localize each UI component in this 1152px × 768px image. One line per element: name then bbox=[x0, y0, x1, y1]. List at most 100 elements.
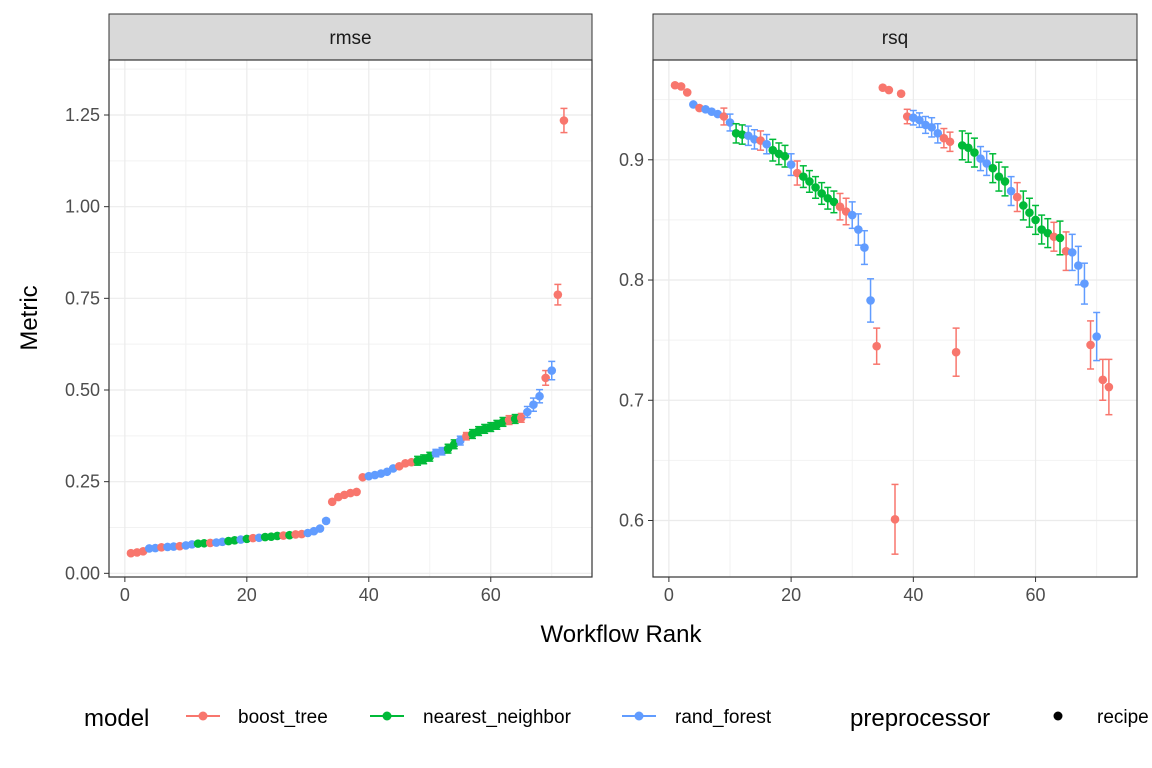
data-point-rand-forest bbox=[866, 296, 875, 305]
x-tick-label: 20 bbox=[781, 585, 801, 605]
data-point-nearest-neighbor bbox=[273, 531, 282, 541]
data-point-nearest-neighbor bbox=[964, 143, 973, 153]
data-point-boost-tree bbox=[352, 487, 361, 497]
data-point-nearest-neighbor bbox=[817, 189, 826, 198]
data-point-rand-forest bbox=[529, 400, 538, 409]
x-tick-label: 0 bbox=[120, 585, 130, 605]
y-tick-label: 1.25 bbox=[65, 105, 100, 125]
data-point-nearest-neighbor bbox=[970, 148, 979, 157]
strip-rmse bbox=[108, 13, 593, 61]
legend: model boost_tree nearest_neighbor rand_f… bbox=[84, 705, 1149, 732]
data-point-nearest-neighbor bbox=[988, 163, 998, 173]
plot-area-rsq: 0 20 40 60 0.6 0.7 0.8 0.9 bbox=[619, 59, 1138, 605]
y-tick-label: 0.25 bbox=[65, 472, 100, 492]
data-point-boost-tree bbox=[205, 538, 215, 548]
data-point-rand-forest bbox=[1067, 248, 1077, 257]
data-point-boost-tree bbox=[327, 497, 337, 507]
x-tick-label: 20 bbox=[237, 585, 257, 605]
data-point-nearest-neighbor bbox=[199, 538, 209, 548]
y-tick-label: 0.00 bbox=[65, 563, 100, 583]
legend-key-dot-boost-tree bbox=[198, 711, 208, 721]
data-point-boost-tree bbox=[884, 85, 894, 95]
strip-label-rsq: rsq bbox=[882, 28, 908, 49]
data-point-rand-forest bbox=[854, 225, 863, 234]
strip-label-rmse: rmse bbox=[329, 28, 371, 49]
data-point-rand-forest bbox=[1074, 261, 1083, 270]
data-point-nearest-neighbor bbox=[1055, 233, 1065, 243]
x-tick-label: 40 bbox=[359, 585, 379, 605]
data-point-boost-tree bbox=[1104, 382, 1114, 392]
y-tick-label: 0.50 bbox=[65, 380, 100, 400]
data-point-nearest-neighbor bbox=[829, 197, 839, 207]
data-point-boost-tree bbox=[279, 531, 288, 540]
data-point-boost-tree bbox=[516, 413, 526, 423]
data-point-rand-forest bbox=[927, 123, 936, 132]
strip-rsq bbox=[652, 13, 1138, 61]
legend-label-nearest-neighbor: nearest_neighbor bbox=[423, 707, 572, 728]
data-point-rand-forest bbox=[315, 524, 325, 533]
data-point-rand-forest bbox=[1006, 186, 1016, 196]
plot-area-rmse: 0 20 40 60 0.00 0.25 0.50 0.75 1.00 1.25 bbox=[65, 59, 593, 605]
data-point-boost-tree bbox=[541, 373, 550, 383]
x-tick-label: 40 bbox=[903, 585, 923, 605]
panel-border bbox=[108, 59, 593, 578]
data-point-nearest-neighbor bbox=[260, 532, 270, 542]
data-point-rand-forest bbox=[455, 436, 465, 445]
data-point-rand-forest bbox=[786, 160, 796, 169]
data-point-rand-forest bbox=[169, 542, 178, 551]
data-point-boost-tree bbox=[951, 347, 961, 357]
data-point-nearest-neighbor bbox=[443, 444, 453, 453]
data-point-nearest-neighbor bbox=[1000, 177, 1010, 186]
legend-title-preprocessor: preprocessor bbox=[850, 705, 990, 732]
y-tick-label: 1.00 bbox=[65, 197, 100, 217]
data-point-rand-forest bbox=[1080, 279, 1089, 288]
data-point-boost-tree bbox=[157, 543, 166, 552]
data-point-nearest-neighbor bbox=[994, 172, 1004, 181]
data-point-rand-forest bbox=[144, 544, 154, 553]
data-point-boost-tree bbox=[1012, 192, 1022, 202]
data-point-boost-tree bbox=[890, 514, 900, 524]
data-point-rand-forest bbox=[915, 115, 924, 125]
legend-key-dot-rand-forest bbox=[634, 711, 644, 721]
y-tick-label: 0.8 bbox=[619, 270, 644, 290]
data-point-boost-tree bbox=[682, 88, 692, 97]
y-tick-label: 0.75 bbox=[65, 288, 100, 308]
data-point-boost-tree bbox=[719, 112, 729, 121]
x-tick-label: 0 bbox=[664, 585, 674, 605]
data-point-nearest-neighbor bbox=[1019, 201, 1028, 210]
data-point-nearest-neighbor bbox=[780, 151, 790, 161]
data-point-rand-forest bbox=[860, 243, 869, 252]
data-point-boost-tree bbox=[248, 533, 258, 543]
legend-label-recipe: recipe bbox=[1097, 707, 1149, 728]
data-point-rand-forest bbox=[933, 129, 943, 138]
legend-key-dot-nearest-neighbor bbox=[382, 711, 392, 721]
data-point-nearest-neighbor bbox=[805, 177, 814, 186]
data-point-nearest-neighbor bbox=[1031, 215, 1040, 225]
data-point-rand-forest bbox=[725, 118, 735, 127]
data-point-rand-forest bbox=[1092, 332, 1101, 341]
data-point-nearest-neighbor bbox=[811, 183, 820, 192]
data-point-boost-tree bbox=[1098, 375, 1108, 385]
data-point-boost-tree bbox=[872, 341, 881, 351]
data-point-rand-forest bbox=[523, 407, 532, 417]
data-point-boost-tree bbox=[1086, 340, 1095, 350]
data-point-rand-forest bbox=[547, 366, 557, 375]
y-axis-title: Metric bbox=[16, 285, 43, 350]
data-point-boost-tree bbox=[676, 82, 686, 91]
x-axis-title: Workflow Rank bbox=[541, 621, 703, 648]
data-point-rand-forest bbox=[535, 391, 544, 401]
data-point-boost-tree bbox=[896, 89, 906, 98]
data-point-rand-forest bbox=[163, 542, 172, 552]
y-tick-label: 0.9 bbox=[619, 150, 644, 170]
y-tick-label: 0.6 bbox=[619, 510, 644, 530]
panel-rmse: rmse 0 20 40 60 0.00 0.25 0.50 0.75 1.00 1.25 bbox=[65, 13, 593, 605]
data-point-boost-tree bbox=[945, 137, 955, 147]
data-point-nearest-neighbor bbox=[1025, 208, 1034, 217]
y-tick-label: 0.7 bbox=[619, 390, 644, 410]
legend-title-model: model bbox=[84, 705, 149, 732]
x-tick-label: 60 bbox=[1026, 585, 1046, 605]
data-point-boost-tree bbox=[559, 116, 569, 125]
data-point-rand-forest bbox=[982, 159, 991, 168]
panel-border bbox=[652, 59, 1138, 578]
